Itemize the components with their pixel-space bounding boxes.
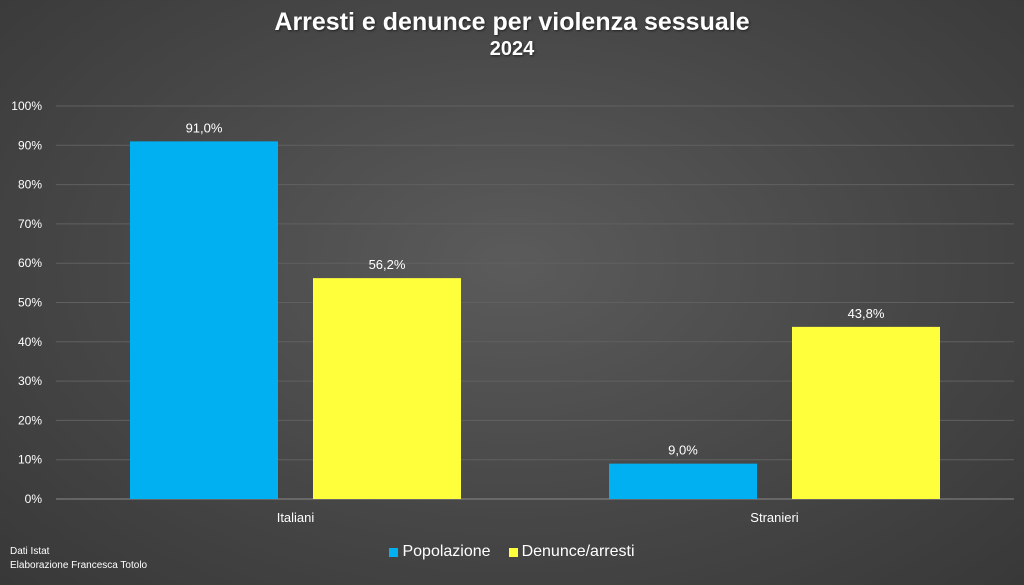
bar-stranieri-denunce-arresti — [792, 326, 940, 499]
y-tick-label-50: 50% — [18, 296, 42, 310]
legend-swatch-popolazione — [389, 547, 399, 557]
data-label-stranieri-0: 9,0% — [668, 443, 698, 458]
y-tick-label-30: 30% — [18, 374, 42, 388]
y-tick-label-10: 10% — [18, 453, 42, 467]
y-tick-label-20: 20% — [18, 413, 42, 427]
y-tick-label-0: 0% — [25, 492, 43, 506]
data-label-italiani-0: 91,0% — [186, 120, 223, 135]
legend-item-popolazione: Popolazione — [389, 543, 491, 561]
bar-italiani-popolazione — [130, 141, 278, 499]
bar-italiani-denunce-arresti — [313, 278, 461, 499]
x-tick-label-italiani: Italiani — [277, 510, 315, 525]
bar-stranieri-popolazione — [609, 463, 757, 499]
legend-label-popolazione: Popolazione — [402, 543, 491, 560]
chart-subtitle: 2024 — [489, 38, 535, 60]
legend-item-denunce: Denunce/arresti — [508, 543, 635, 561]
y-tick-label-90: 90% — [18, 138, 42, 152]
x-tick-label-stranieri: Stranieri — [750, 510, 799, 525]
chart-title: Arresti e denunce per violenza sessuale — [274, 8, 750, 36]
y-tick-label-80: 80% — [18, 178, 42, 192]
data-label-stranieri-1: 43,8% — [848, 306, 885, 321]
y-tick-label-60: 60% — [18, 256, 42, 270]
source-data: Dati Istat — [10, 546, 50, 557]
source-author: Elaborazione Francesca Totolo — [10, 560, 148, 571]
y-tick-label-100: 100% — [11, 99, 42, 113]
data-label-italiani-1: 56,2% — [369, 257, 406, 272]
legend: Popolazione Denunce/arresti — [0, 543, 1024, 561]
legend-label-denunce: Denunce/arresti — [521, 543, 635, 560]
y-tick-label-70: 70% — [18, 217, 42, 231]
legend-swatch-denunce — [508, 547, 518, 557]
y-tick-label-40: 40% — [18, 335, 42, 349]
